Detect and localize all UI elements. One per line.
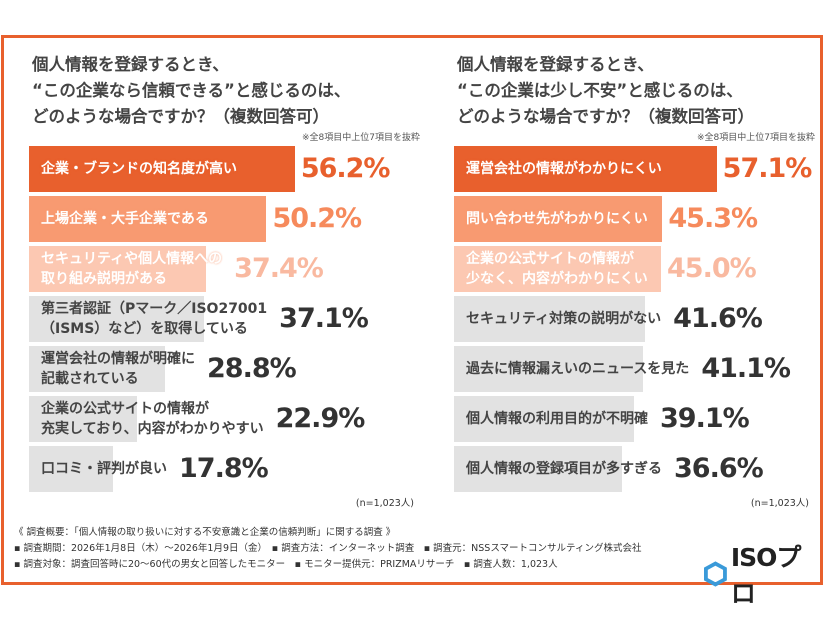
bar-area: 個人情報の利用目的が不明確: [454, 396, 654, 442]
right-note: ※全8項目中上位7項目を抜粋: [697, 133, 815, 143]
survey-footer: 《 調査概要：「個人情報の取り扱いに対する不安意識と企業の信頼判断」に関する調査…: [14, 526, 694, 572]
bar-label: 口コミ・評判が良い: [41, 461, 167, 477]
isopro-logo: ISOプロ: [704, 538, 820, 610]
bar-area: 第三者認証（Pマーク／ISO27001 （ISMS）など）を取得している: [29, 296, 273, 342]
left-sample-size: (n=1,023人): [355, 498, 414, 509]
bar-label: セキュリティ対策の説明がない: [466, 311, 662, 327]
bar-label: 企業の公式サイトの情報が 少なく、内容がわかりにくい: [466, 251, 648, 287]
hexagon-icon: [704, 561, 727, 587]
bar-label: セキュリティや個人情報への 取り組み説明がある: [41, 251, 223, 287]
survey-details-2: ▪ 調査対象：調査回答時に20～60代の男女と回答したモニター ▪ モニター提供…: [14, 559, 558, 570]
bar-value: 41.6%: [673, 303, 763, 334]
bar-value: 36.6%: [674, 453, 764, 484]
bar-label: 個人情報の利用目的が不明確: [466, 411, 648, 427]
bar-row: 企業・ブランドの知名度が高い 56.2%: [29, 146, 424, 192]
logo-text: ISOプロ: [730, 543, 802, 608]
bar: [454, 146, 717, 192]
right-bars: 運営会社の情報がわかりにくい 57.1% 問い合わせ先がわかりにくい 45.3% 企業の…: [454, 146, 819, 492]
bar-area: 企業の公式サイトの情報が 充実しており、内容がわかりやすい: [29, 396, 270, 442]
bar-label: 企業・ブランドの知名度が高い: [41, 161, 237, 177]
bar: [454, 446, 623, 492]
bar-value: 37.1%: [279, 303, 369, 334]
bar-row: 個人情報の登録項目が多すぎる 36.6%: [454, 446, 819, 492]
bar-row: 企業の公式サイトの情報が 充実しており、内容がわかりやすい 22.9%: [29, 396, 424, 442]
bar-value: 17.8%: [179, 453, 269, 484]
bar-row: 企業の公式サイトの情報が 少なく、内容がわかりにくい 45.0%: [454, 246, 819, 292]
bar-row: 運営会社の情報がわかりにくい 57.1%: [454, 146, 819, 192]
bar: [29, 446, 114, 492]
bar-value: 45.3%: [668, 203, 758, 234]
bar-row: 問い合わせ先がわかりにくい 45.3%: [454, 196, 819, 242]
bar: [29, 346, 166, 392]
bar-area: 個人情報の登録項目が多すぎる: [454, 446, 668, 492]
bar-label: 過去に情報漏えいのニュースを見た: [466, 361, 690, 377]
left-note: ※全8項目中上位7項目を抜粋: [302, 133, 420, 143]
bar-row: セキュリティ対策の説明がない 41.6%: [454, 296, 819, 342]
bar: [454, 196, 663, 242]
bar-label: 上場企業・大手企業である: [41, 211, 209, 227]
bar: [29, 296, 205, 342]
right-sample-size: (n=1,023人): [750, 498, 809, 509]
bar-area: 運営会社の情報がわかりにくい: [454, 146, 717, 192]
bar-area: 企業の公式サイトの情報が 少なく、内容がわかりにくい: [454, 246, 661, 292]
bar-value: 37.4%: [234, 253, 324, 284]
bar-area: 口コミ・評判が良い: [29, 446, 173, 492]
bar-area: 企業・ブランドの知名度が高い: [29, 146, 295, 192]
left-bars: 企業・ブランドの知名度が高い 56.2% 上場企業・大手企業である 50.2% セキュリ…: [29, 146, 424, 492]
bar-area: セキュリティ対策の説明がない: [454, 296, 667, 342]
bar: [454, 296, 646, 342]
bar-row: 個人情報の利用目的が不明確 39.1%: [454, 396, 819, 442]
left-panel: 個人情報を登録するとき、 “この企業なら信頼できる”と感じるのは、 どのような場…: [29, 52, 424, 510]
bar-area: 上場企業・大手企業である: [29, 196, 267, 242]
bar-value: 45.0%: [667, 253, 757, 284]
bar-area: 問い合わせ先がわかりにくい: [454, 196, 663, 242]
bar-area: セキュリティや個人情報への 取り組み説明がある: [29, 246, 228, 292]
bar-area: 過去に情報漏えいのニュースを見た: [454, 346, 695, 392]
bar-row: 口コミ・評判が良い 17.8%: [29, 446, 424, 492]
right-question: 個人情報を登録するとき、 “この企業は少し不安”と感じるのは、 どのような場合で…: [457, 55, 754, 126]
bar-value: 41.1%: [701, 353, 791, 384]
bar-label: 問い合わせ先がわかりにくい: [466, 211, 648, 227]
bar: [29, 196, 267, 242]
bar-value: 50.2%: [272, 203, 362, 234]
survey-details-1: ▪ 調査期間：2026年1月8日（木）～2026年1月9日（金） ▪ 調査方法：…: [14, 543, 642, 554]
bar-label: 第三者認証（Pマーク／ISO27001 （ISMS）など）を取得している: [41, 301, 268, 337]
bar-row: セキュリティや個人情報への 取り組み説明がある 37.4%: [29, 246, 424, 292]
bar-label: 運営会社の情報が明確に 記載されている: [41, 351, 195, 387]
bar: [454, 246, 661, 292]
bar-row: 運営会社の情報が明確に 記載されている 28.8%: [29, 346, 424, 392]
bar: [29, 246, 206, 292]
bar: [29, 146, 295, 192]
bar-value: 57.1%: [722, 153, 813, 184]
bar-area: 運営会社の情報が明確に 記載されている: [29, 346, 201, 392]
bar-value: 56.2%: [300, 153, 391, 184]
survey-summary: 《 調査概要：「個人情報の取り扱いに対する不安意識と企業の信頼判断」に関する調査…: [14, 527, 396, 538]
bar-label: 企業の公式サイトの情報が 充実しており、内容がわかりやすい: [41, 401, 264, 437]
bar-row: 第三者認証（Pマーク／ISO27001 （ISMS）など）を取得している 37.1…: [29, 296, 424, 342]
bar: [454, 346, 644, 392]
infographic-frame: 個人情報を登録するとき、 “この企業なら信頼できる”と感じるのは、 どのような場…: [1, 35, 823, 608]
bar-label: 個人情報の登録項目が多すぎる: [466, 461, 662, 477]
right-panel: 個人情報を登録するとき、 “この企業は少し不安”と感じるのは、 どのような場合で…: [454, 52, 819, 510]
left-question: 個人情報を登録するとき、 “この企業なら信頼できる”と感じるのは、 どのような場…: [32, 55, 351, 126]
bar-value: 28.8%: [207, 353, 297, 384]
bar-value: 39.1%: [660, 403, 750, 434]
bar-label: 運営会社の情報がわかりにくい: [466, 161, 662, 177]
bar-value: 22.9%: [275, 403, 366, 434]
bar: [29, 396, 138, 442]
bar-row: 上場企業・大手企業である 50.2%: [29, 196, 424, 242]
bar: [454, 396, 634, 442]
bar-row: 過去に情報漏えいのニュースを見た 41.1%: [454, 346, 819, 392]
